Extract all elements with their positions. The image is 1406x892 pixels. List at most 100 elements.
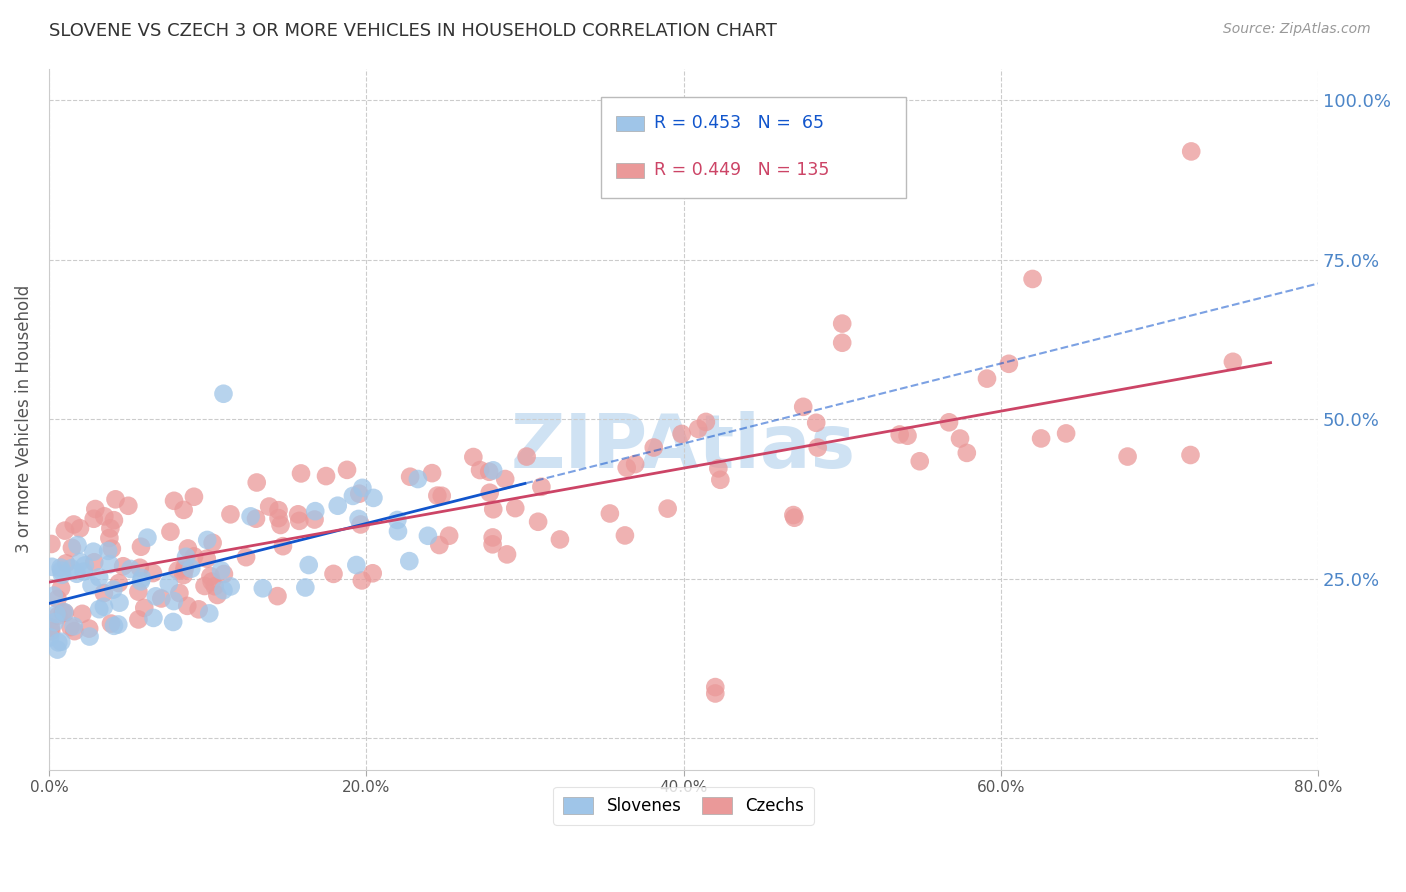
- Point: [304, 512, 326, 526]
- Point: [294, 581, 316, 595]
- Point: [1029, 432, 1052, 446]
- Point: [183, 549, 205, 564]
- Point: [39, 624, 62, 639]
- Point: [1116, 450, 1139, 464]
- Point: [83, 512, 105, 526]
- Point: [136, 531, 159, 545]
- Point: [349, 517, 371, 532]
- Point: [104, 492, 127, 507]
- Point: [239, 509, 262, 524]
- Point: [831, 335, 853, 350]
- Point: [1222, 355, 1244, 369]
- Point: [103, 582, 125, 597]
- Point: [108, 576, 131, 591]
- Point: [889, 427, 911, 442]
- Point: [204, 579, 226, 593]
- Point: [98, 557, 121, 571]
- Point: [792, 400, 814, 414]
- Point: [257, 500, 280, 514]
- Point: [704, 680, 727, 694]
- Point: [304, 504, 326, 518]
- Point: [783, 510, 806, 524]
- Point: [998, 357, 1021, 371]
- Point: [172, 568, 194, 582]
- Point: [80, 578, 103, 592]
- Point: [387, 513, 409, 527]
- Point: [159, 524, 181, 539]
- Point: [209, 563, 232, 577]
- Point: [53, 524, 76, 538]
- Point: [270, 518, 292, 533]
- Point: [267, 503, 290, 517]
- Point: [187, 602, 209, 616]
- Point: [201, 574, 224, 589]
- Point: [120, 562, 142, 576]
- Point: [315, 469, 337, 483]
- Point: [66, 566, 89, 581]
- Point: [100, 616, 122, 631]
- Point: [212, 566, 235, 581]
- Point: [235, 550, 257, 565]
- Point: [956, 446, 979, 460]
- Point: [62, 517, 84, 532]
- Point: [49, 560, 72, 574]
- Point: [298, 558, 321, 572]
- Point: [212, 386, 235, 401]
- Point: [112, 559, 135, 574]
- Point: [173, 560, 195, 574]
- Point: [55, 557, 77, 571]
- Point: [1180, 448, 1202, 462]
- Legend: Slovenes, Czechs: Slovenes, Czechs: [554, 787, 814, 825]
- Point: [53, 605, 76, 619]
- Point: [599, 507, 621, 521]
- Point: [671, 426, 693, 441]
- Point: [399, 469, 422, 483]
- Point: [908, 454, 931, 468]
- Point: [616, 460, 638, 475]
- Point: [657, 501, 679, 516]
- Point: [246, 475, 269, 490]
- Point: [350, 574, 373, 588]
- Point: [46, 591, 69, 606]
- Point: [782, 508, 804, 522]
- Point: [93, 586, 115, 600]
- Point: [46, 635, 69, 649]
- Point: [416, 529, 439, 543]
- Point: [349, 486, 371, 500]
- Point: [695, 415, 717, 429]
- Point: [101, 541, 124, 556]
- Point: [252, 582, 274, 596]
- Point: [107, 617, 129, 632]
- Point: [481, 537, 503, 551]
- Point: [516, 450, 538, 464]
- Point: [72, 565, 94, 579]
- Point: [79, 630, 101, 644]
- Point: [51, 567, 73, 582]
- Point: [336, 463, 359, 477]
- Point: [93, 599, 115, 614]
- Point: [51, 634, 73, 648]
- Point: [1021, 272, 1043, 286]
- Point: [548, 533, 571, 547]
- Point: [482, 502, 505, 516]
- Point: [98, 531, 121, 545]
- Text: Source: ZipAtlas.com: Source: ZipAtlas.com: [1223, 22, 1371, 37]
- Point: [128, 560, 150, 574]
- Point: [266, 589, 288, 603]
- Point: [624, 457, 647, 471]
- Point: [976, 371, 998, 385]
- Point: [89, 602, 111, 616]
- Point: [127, 612, 149, 626]
- Point: [173, 563, 195, 577]
- Point: [41, 559, 63, 574]
- Point: [806, 416, 828, 430]
- Point: [342, 489, 364, 503]
- Point: [482, 463, 505, 477]
- Point: [387, 524, 409, 539]
- Point: [176, 599, 198, 613]
- Point: [157, 576, 180, 591]
- Point: [709, 473, 731, 487]
- Point: [60, 561, 83, 575]
- Point: [344, 558, 367, 572]
- Point: [66, 538, 89, 552]
